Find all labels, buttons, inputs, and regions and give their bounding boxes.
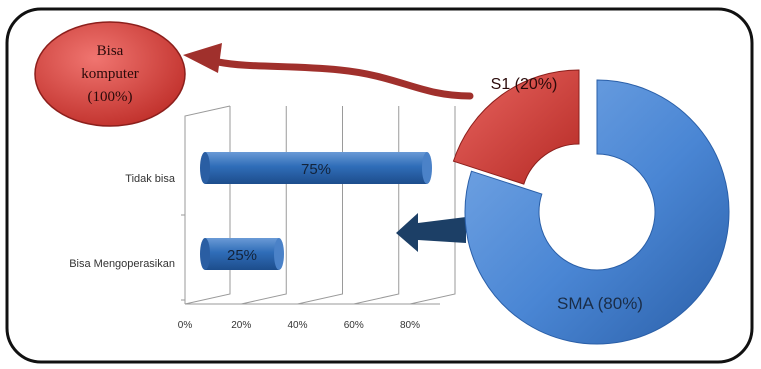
bar-tidak-bisa: 75%: [200, 152, 432, 184]
donut-slice-s1: [452, 69, 580, 185]
bisa-komputer-line3: (100%): [88, 89, 133, 105]
bar-end-cap: [422, 152, 432, 184]
curved-arrow-line: [214, 58, 474, 100]
bar-chart-bars: 75% 25%: [200, 152, 432, 270]
left-arrow-icon: [396, 213, 466, 252]
bar-data-label: 25%: [227, 247, 257, 264]
x-tick-label: 0%: [178, 320, 193, 331]
x-tick-label: 40%: [287, 320, 307, 331]
donut-chart: SMA (80%) S1 (20%): [452, 69, 730, 345]
category-label-bisa-mengoperasikan: Bisa Mengoperasikan: [69, 258, 175, 270]
s1-label: S1 (20%): [491, 76, 558, 93]
axis-line: [184, 105, 440, 305]
bar-start-cap: [200, 152, 210, 184]
x-tick-label: 60%: [344, 320, 364, 331]
bar-bisa-mengoperasikan: 25%: [200, 238, 284, 270]
bisa-komputer-line2: komputer: [81, 66, 139, 82]
x-tick-label: 20%: [231, 320, 251, 331]
category-label-tidak-bisa: Tidak bisa: [125, 173, 176, 185]
bar-chart: 75% 25% 0% 20% 40% 60% 80% Tidak bisa Bisa Me…: [69, 105, 456, 331]
bar-start-cap: [200, 238, 210, 270]
bar-body: [205, 152, 427, 184]
x-tick-label: 80%: [400, 320, 420, 331]
bisa-komputer-line1: Bisa: [97, 43, 124, 59]
sma-label: SMA (80%): [557, 294, 643, 313]
curved-arrow-head-icon: [183, 43, 222, 73]
bar-data-label: 75%: [301, 161, 331, 178]
gridline: [409, 106, 456, 305]
bar-chart-x-ticks: 0% 20% 40% 60% 80%: [178, 320, 420, 331]
bar-chart-gridlines: [181, 105, 456, 305]
bar-end-cap: [274, 238, 284, 270]
donut-slice-sma: [464, 79, 730, 345]
bisa-komputer-bubble: Bisa komputer (100%): [34, 21, 186, 127]
bar-body: [205, 238, 279, 270]
